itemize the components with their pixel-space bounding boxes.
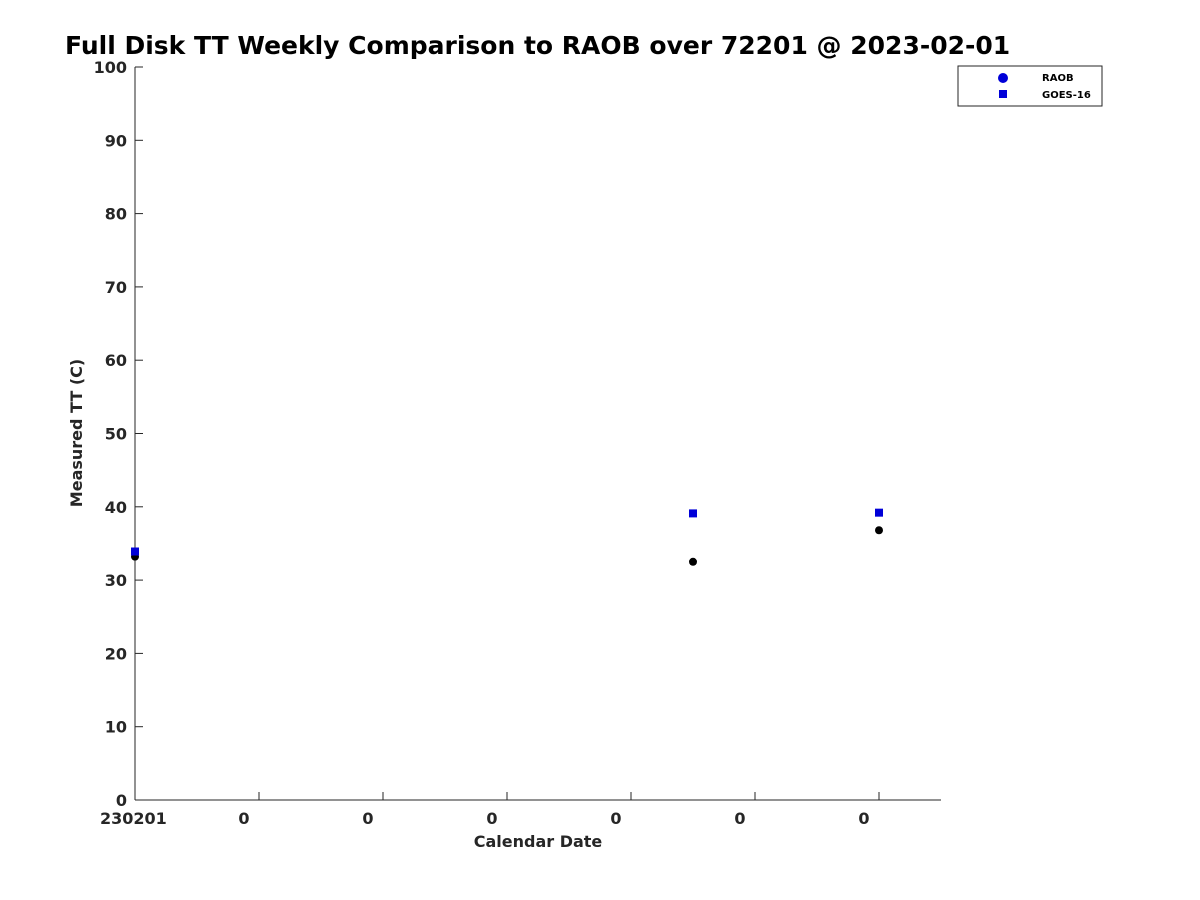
- data-markers: [131, 508, 883, 566]
- x-tick-label-4: 0: [610, 809, 621, 828]
- y-tick-label-80: 80: [105, 205, 127, 224]
- x-tick-label-5: 0: [734, 809, 745, 828]
- legend-raob-label: RAOB: [1042, 73, 1074, 84]
- point-goes-16-0: [131, 547, 139, 556]
- y-tick-label-70: 70: [105, 278, 127, 297]
- legend-goes16-marker: [999, 90, 1007, 98]
- y-tick-label-50: 50: [105, 425, 127, 444]
- point-goes-16-2: [875, 508, 883, 517]
- y-tick-label-20: 20: [105, 644, 127, 663]
- x-tick-label-2: 0: [362, 809, 373, 828]
- y-tick-label-10: 10: [105, 718, 127, 737]
- y-ticks: 0 10 20 30 40 50 60 70 80 90 100: [94, 58, 143, 810]
- x-tick-label-0: 230201: [100, 809, 167, 828]
- chart-title: Full Disk TT Weekly Comparison to RAOB o…: [65, 31, 1010, 60]
- legend-goes16-label: GOES-16: [1042, 90, 1091, 101]
- legend-raob-marker: [998, 73, 1008, 83]
- legend-entry-raob: RAOB: [998, 73, 1074, 84]
- point-raob-1: [689, 557, 697, 566]
- x-tick-label-6: 0: [858, 809, 869, 828]
- y-tick-label-40: 40: [105, 498, 127, 517]
- y-tick-label-30: 30: [105, 571, 127, 590]
- y-tick-label-60: 60: [105, 351, 127, 370]
- point-raob-2: [875, 526, 883, 535]
- x-ticks: 230201 0 0 0 0 0 0: [100, 792, 880, 828]
- point-goes-16-1: [689, 509, 697, 518]
- y-tick-label-0: 0: [116, 791, 127, 810]
- y-tick-label-90: 90: [105, 131, 127, 150]
- legend-box: [957, 65, 1103, 107]
- legend: RAOB GOES-16: [957, 65, 1103, 107]
- x-axis-label: Calendar Date: [474, 832, 603, 851]
- x-tick-label-1: 0: [238, 809, 249, 828]
- y-tick-label-100: 100: [94, 58, 127, 77]
- y-axis-label: Measured TT (C): [67, 359, 86, 507]
- x-tick-label-3: 0: [486, 809, 497, 828]
- legend-entry-goes16: GOES-16: [999, 90, 1091, 101]
